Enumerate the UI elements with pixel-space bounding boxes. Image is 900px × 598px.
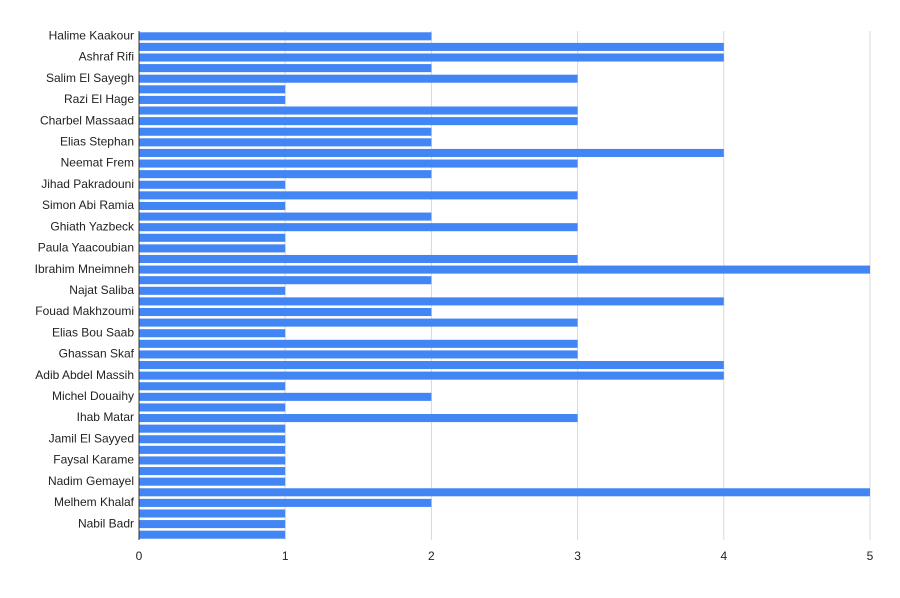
bar	[139, 392, 432, 401]
bar	[139, 329, 286, 338]
bar	[139, 201, 286, 210]
bar	[139, 456, 286, 465]
y-tick-label: Simon Abi Ramia	[42, 198, 134, 212]
x-tick-label: 3	[574, 549, 581, 563]
y-tick-label: Ghiath Yazbeck	[50, 219, 135, 233]
bar	[139, 233, 286, 242]
bar	[139, 95, 286, 104]
bar	[139, 212, 432, 221]
y-tick-label: Ghassan Skaf	[59, 347, 135, 361]
bar	[139, 371, 724, 380]
bar	[139, 498, 432, 507]
bar	[139, 180, 286, 189]
bar	[139, 424, 286, 433]
bar	[139, 488, 870, 497]
x-tick-label: 0	[136, 549, 143, 563]
bar	[139, 117, 578, 126]
bar	[139, 435, 286, 444]
bar	[139, 350, 578, 359]
bar	[139, 477, 286, 486]
bar	[139, 223, 578, 232]
y-tick-label: Paula Yaacoubian	[38, 241, 134, 255]
y-tick-label: Ibrahim Mneimneh	[35, 262, 134, 276]
y-tick-label: Jamil El Sayyed	[49, 431, 134, 445]
y-tick-label: Ihab Matar	[77, 410, 134, 424]
y-tick-label: Jihad Pakradouni	[41, 177, 134, 191]
bar	[139, 382, 286, 391]
bar	[139, 244, 286, 253]
bar	[139, 530, 286, 539]
y-tick-label: Salim El Sayegh	[46, 71, 134, 85]
bar	[139, 286, 286, 295]
y-tick-label: Elias Bou Saab	[52, 325, 134, 339]
y-tick-label: Elias Stephan	[60, 135, 134, 149]
y-tick-label: Adib Abdel Massih	[35, 368, 134, 382]
y-tick-label: Razi El Hage	[64, 92, 134, 106]
y-tick-label: Nadim Gemayel	[48, 474, 134, 488]
bar	[139, 127, 432, 136]
bar	[139, 85, 286, 94]
bar	[139, 191, 578, 200]
bar	[139, 254, 578, 264]
x-tick-label: 1	[282, 549, 289, 563]
bar	[139, 339, 578, 348]
bar	[139, 297, 724, 306]
y-tick-label: Halime Kaakour	[49, 28, 134, 42]
bar	[139, 74, 578, 83]
bar	[139, 42, 724, 51]
bar	[139, 414, 578, 423]
x-tick-label: 5	[867, 549, 874, 563]
y-tick-label: Nabil Badr	[78, 516, 134, 530]
bar	[139, 32, 432, 41]
bar	[139, 467, 286, 476]
y-tick-label: Faysal Karame	[53, 453, 134, 467]
bar	[139, 520, 286, 529]
y-tick-label: Fouad Makhzoumi	[35, 304, 134, 318]
bar	[139, 276, 432, 285]
y-tick-label: Michel Douaihy	[52, 389, 134, 403]
bar	[139, 509, 286, 518]
y-tick-label: Charbel Massaad	[40, 113, 134, 127]
bar	[139, 265, 870, 274]
y-tick-label: Neemat Frem	[61, 156, 134, 170]
bar	[139, 403, 286, 412]
bar	[139, 53, 724, 62]
y-tick-label: Melhem Khalaf	[54, 495, 135, 509]
bar	[139, 159, 578, 168]
bar	[139, 64, 432, 73]
x-tick-label: 2	[428, 549, 435, 563]
bar	[139, 361, 724, 370]
bar	[139, 170, 432, 179]
bar	[139, 106, 578, 115]
bar	[139, 148, 724, 157]
bar	[139, 318, 578, 327]
bar	[139, 138, 432, 147]
bar	[139, 307, 432, 317]
x-tick-label: 4	[720, 549, 727, 563]
bar	[139, 445, 286, 454]
y-tick-label: Ashraf Rifi	[79, 50, 134, 64]
y-tick-label: Najat Saliba	[69, 283, 134, 297]
